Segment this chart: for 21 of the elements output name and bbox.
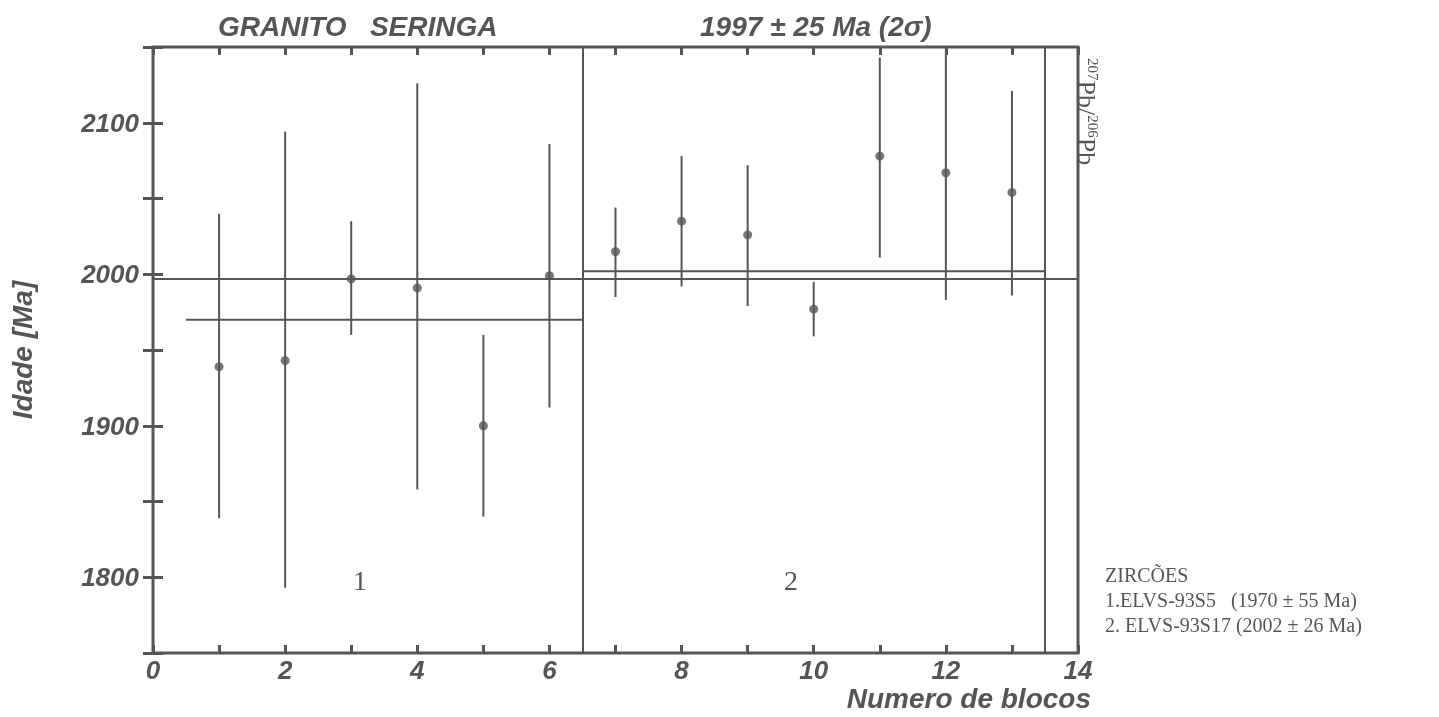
text: ZIRCÕES: [1105, 563, 1189, 586]
x-tick-label: 14: [1063, 655, 1093, 685]
chart-title: GRANITO SERINGA: [218, 10, 498, 42]
annotation: 1: [353, 564, 367, 596]
y-tick-label: 2000: [80, 259, 140, 290]
x-tick-label: 10: [799, 655, 829, 685]
x-tick-label: 2: [276, 655, 293, 685]
x-tick-label: 4: [409, 655, 426, 685]
y-tick-label: 2100: [80, 107, 140, 138]
y-tick-label: 1900: [81, 410, 140, 441]
chart-subtitle: 1997 ± 25 Ma (2σ): [700, 10, 932, 42]
x-tick-label: 12: [931, 655, 961, 685]
annotation: 2: [784, 564, 798, 596]
x-tick-label: 6: [542, 655, 558, 685]
x-tick-label: 0: [145, 655, 161, 685]
x-tick-label: 8: [674, 655, 690, 685]
y-axis-title: Idade [Ma]: [6, 279, 38, 420]
y-tick-label: 1800: [81, 562, 140, 593]
x-axis-title: Numero de blocos: [846, 682, 1091, 714]
text: 1.ELVS-93S5 (1970 ± 55 Ma): [1105, 589, 1357, 612]
text: 2. ELVS-93S17 (2002 ± 26 Ma): [1105, 614, 1362, 637]
